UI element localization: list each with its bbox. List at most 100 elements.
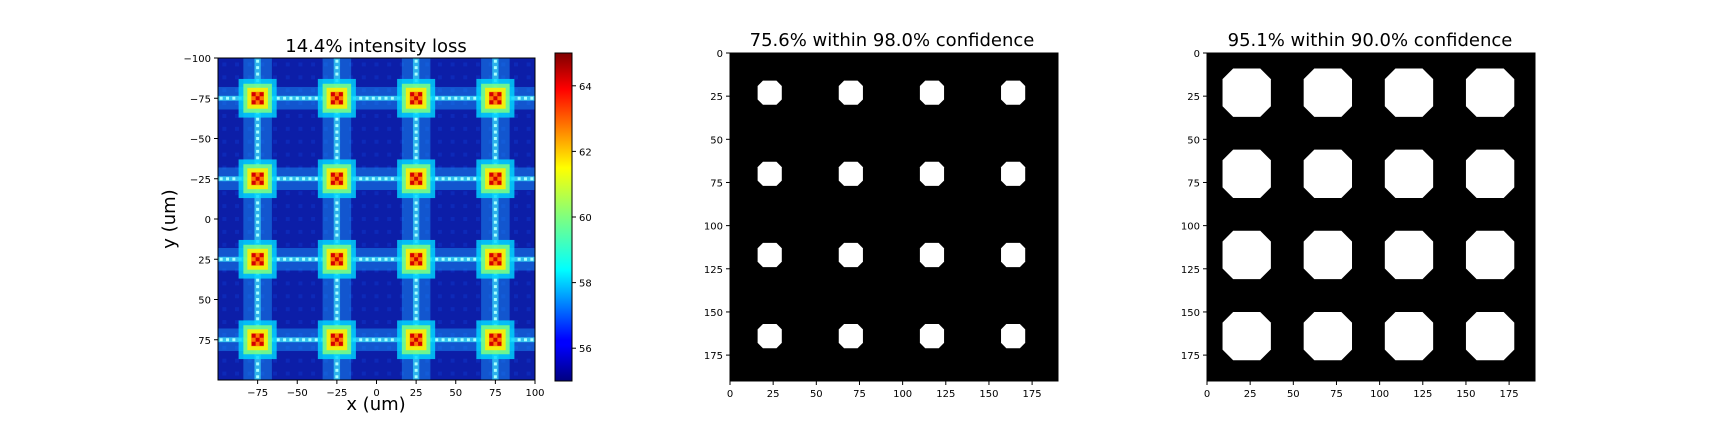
intensity-texture-cell bbox=[361, 281, 366, 286]
intensity-peak bbox=[251, 172, 256, 177]
intensity-texture-cell bbox=[399, 371, 404, 376]
intensity-column-dot bbox=[493, 66, 497, 70]
intensity-column-dot bbox=[493, 375, 497, 379]
panel-confidence-90: 95.1% within 90.0% confidence 0 25 50 75 100… bbox=[1181, 30, 1536, 400]
intensity-texture-cell bbox=[437, 332, 442, 337]
intensity-texture-cell bbox=[349, 358, 354, 363]
intensity-column-dot bbox=[256, 304, 260, 308]
intensity-texture-cell bbox=[285, 165, 290, 170]
intensity-texture-cell bbox=[450, 294, 455, 299]
intensity-texture-cell bbox=[361, 139, 366, 144]
intensity-texture-cell bbox=[475, 294, 480, 299]
intensity-column-core bbox=[254, 58, 261, 380]
intensity-texture-cell bbox=[323, 294, 328, 299]
panel3-x-axis: 0 25 50 75 100 125 150 175 bbox=[1204, 381, 1519, 400]
intensity-column-dot bbox=[335, 304, 339, 308]
intensity-texture-cell bbox=[323, 217, 328, 221]
panel3-spot bbox=[1303, 311, 1353, 361]
intensity-texture-cell bbox=[298, 139, 303, 144]
intensity-row-dot bbox=[473, 338, 477, 342]
intensity-row-dot bbox=[473, 96, 477, 100]
intensity-row-dot bbox=[302, 96, 306, 100]
intensity-column-dot bbox=[493, 156, 497, 160]
intensity-peak bbox=[414, 337, 419, 342]
panel3-y-tick-label: 25 bbox=[1187, 92, 1200, 103]
intensity-column-dot bbox=[256, 285, 260, 289]
intensity-row-dot bbox=[460, 257, 464, 261]
intensity-texture-cell bbox=[450, 165, 455, 170]
intensity-texture-cell bbox=[298, 217, 303, 221]
intensity-peak bbox=[497, 172, 502, 177]
intensity-row-dot bbox=[435, 338, 439, 342]
panel3-x-tick-label: 175 bbox=[1500, 389, 1519, 400]
intensity-texture-cell bbox=[260, 126, 265, 131]
intensity-texture-cell bbox=[222, 320, 227, 325]
intensity-texture-cell bbox=[526, 268, 531, 273]
intensity-texture-cell bbox=[361, 229, 366, 234]
intensity-column-dot bbox=[414, 130, 418, 134]
intensity-column-dot bbox=[414, 285, 418, 289]
panel2-spot bbox=[1001, 324, 1026, 349]
panel1-y-tick-label: 50 bbox=[198, 296, 211, 307]
panel1-y-label: y (um) bbox=[159, 189, 180, 248]
intensity-peak bbox=[497, 180, 502, 185]
intensity-column-dot bbox=[335, 278, 339, 282]
intensity-texture-cell bbox=[285, 345, 290, 350]
intensity-texture-cell bbox=[450, 204, 455, 209]
intensity-column-core bbox=[333, 58, 341, 380]
panel3-spot bbox=[1465, 149, 1515, 199]
intensity-texture-cell bbox=[526, 101, 531, 106]
intensity-row-dot bbox=[283, 96, 287, 100]
intensity-peak bbox=[497, 253, 502, 258]
intensity-texture-cell bbox=[222, 281, 227, 286]
intensity-texture-cell bbox=[387, 281, 392, 286]
intensity-texture-cell bbox=[387, 88, 392, 93]
colorbar-tick-label: 60 bbox=[579, 213, 592, 224]
panel2-spot bbox=[757, 324, 782, 349]
intensity-row-dot bbox=[435, 257, 439, 261]
intensity-texture-cell bbox=[526, 88, 531, 93]
intensity-column-dot bbox=[256, 310, 260, 314]
intensity-texture-cell bbox=[463, 358, 468, 363]
panel1-y-tick-label: 25 bbox=[198, 255, 211, 266]
intensity-row-dot bbox=[276, 177, 280, 181]
panel2-x-tick-label: 100 bbox=[893, 389, 912, 400]
intensity-texture-cell bbox=[235, 139, 240, 144]
intensity-texture-cell bbox=[247, 229, 252, 234]
intensity-texture-cell bbox=[463, 307, 468, 312]
intensity-texture-cell bbox=[298, 345, 303, 350]
intensity-texture-cell bbox=[488, 371, 493, 376]
intensity-texture-cell bbox=[349, 281, 354, 286]
intensity-peak bbox=[259, 261, 264, 266]
intensity-column-dot bbox=[335, 72, 339, 76]
panel2-frame bbox=[729, 52, 1059, 382]
intensity-texture-cell bbox=[513, 165, 518, 170]
intensity-column-dot bbox=[493, 298, 497, 301]
intensity-texture-cell bbox=[437, 139, 442, 144]
intensity-peak bbox=[410, 341, 415, 346]
intensity-texture-cell bbox=[235, 371, 240, 376]
intensity-column-dot bbox=[414, 298, 418, 301]
intensity-peak bbox=[338, 180, 343, 185]
panel3-x-tick-label: 50 bbox=[1287, 389, 1300, 400]
intensity-texture-cell bbox=[374, 113, 379, 118]
intensity-texture-cell bbox=[513, 62, 518, 67]
intensity-texture-cell bbox=[387, 165, 392, 170]
intensity-peak bbox=[414, 257, 419, 262]
intensity-texture-cell bbox=[387, 345, 392, 350]
intensity-texture-cell bbox=[513, 281, 518, 286]
intensity-texture-cell bbox=[361, 165, 366, 170]
intensity-column-dot bbox=[414, 304, 418, 308]
panel3-y-tick-label: 75 bbox=[1187, 178, 1200, 189]
intensity-peak bbox=[493, 257, 498, 262]
intensity-peak bbox=[338, 172, 343, 177]
panel2-y-axis: 0 25 50 75 100 125 150 175 bbox=[704, 49, 730, 362]
intensity-texture-cell bbox=[235, 229, 240, 234]
intensity-texture-cell bbox=[298, 242, 303, 247]
intensity-row-dot bbox=[295, 257, 299, 261]
intensity-texture-cell bbox=[374, 229, 379, 234]
intensity-texture-cell bbox=[437, 88, 442, 93]
intensity-texture-cell bbox=[247, 139, 252, 144]
intensity-texture-cell bbox=[235, 152, 240, 157]
intensity-texture-cell bbox=[513, 242, 518, 247]
